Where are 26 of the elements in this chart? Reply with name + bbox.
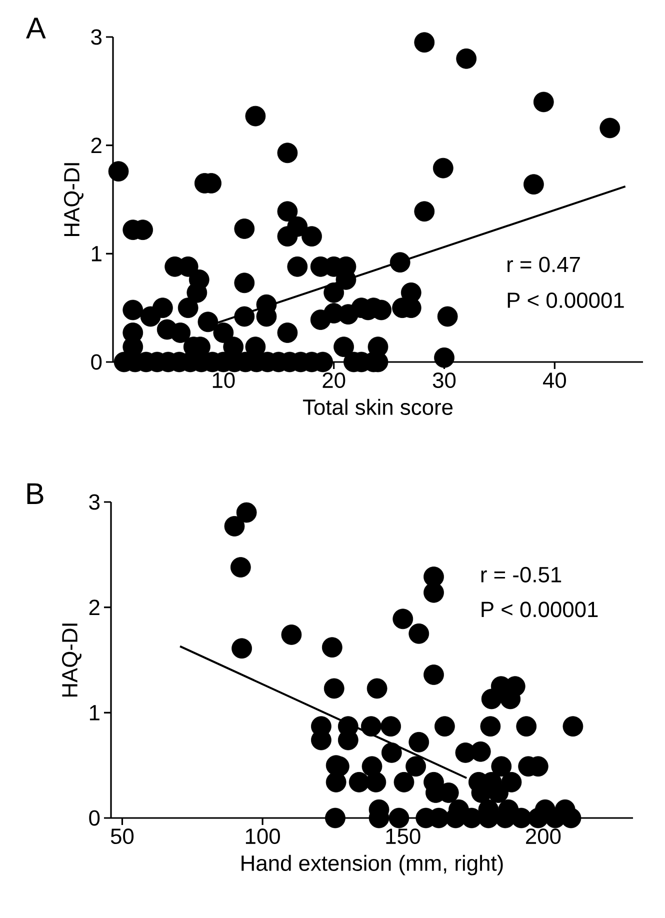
x-tick-label: 10: [212, 372, 235, 388]
chart-title: A: [26, 18, 46, 38]
y-tick-label: 2: [91, 138, 102, 153]
x-tick-label: 30: [432, 372, 456, 388]
y-axis-title: HAQ-DI: [62, 624, 82, 697]
x-tick-label: 50: [110, 828, 134, 844]
y-tick-label: 0: [91, 354, 102, 370]
x-tick-label: 100: [246, 828, 280, 844]
annotation: r = -0.51: [481, 566, 562, 582]
annotation: r = 0.47: [508, 256, 580, 272]
x-tick-label: 200: [526, 828, 561, 844]
y-tick-label: 0: [89, 810, 100, 826]
annotation: P < 0.00001: [508, 292, 624, 308]
y-tick-label: 1: [90, 705, 100, 720]
x-axis-title: Total skin score: [302, 398, 453, 415]
y-tick-label: 1: [92, 246, 102, 262]
x-tick-label: 150: [386, 828, 420, 844]
y-tick-label: 3: [89, 494, 100, 510]
y-tick-label: 3: [91, 29, 102, 45]
x-tick-label: 20: [322, 372, 346, 388]
annotation: P < 0.00001: [482, 602, 598, 618]
x-tick-label: 40: [542, 372, 566, 388]
y-tick-label: 2: [89, 600, 100, 615]
y-axis-title: HAQ-DI: [64, 163, 84, 236]
chart-title: B: [27, 483, 44, 504]
x-axis-title: Hand extension (mm, right): [242, 854, 503, 876]
